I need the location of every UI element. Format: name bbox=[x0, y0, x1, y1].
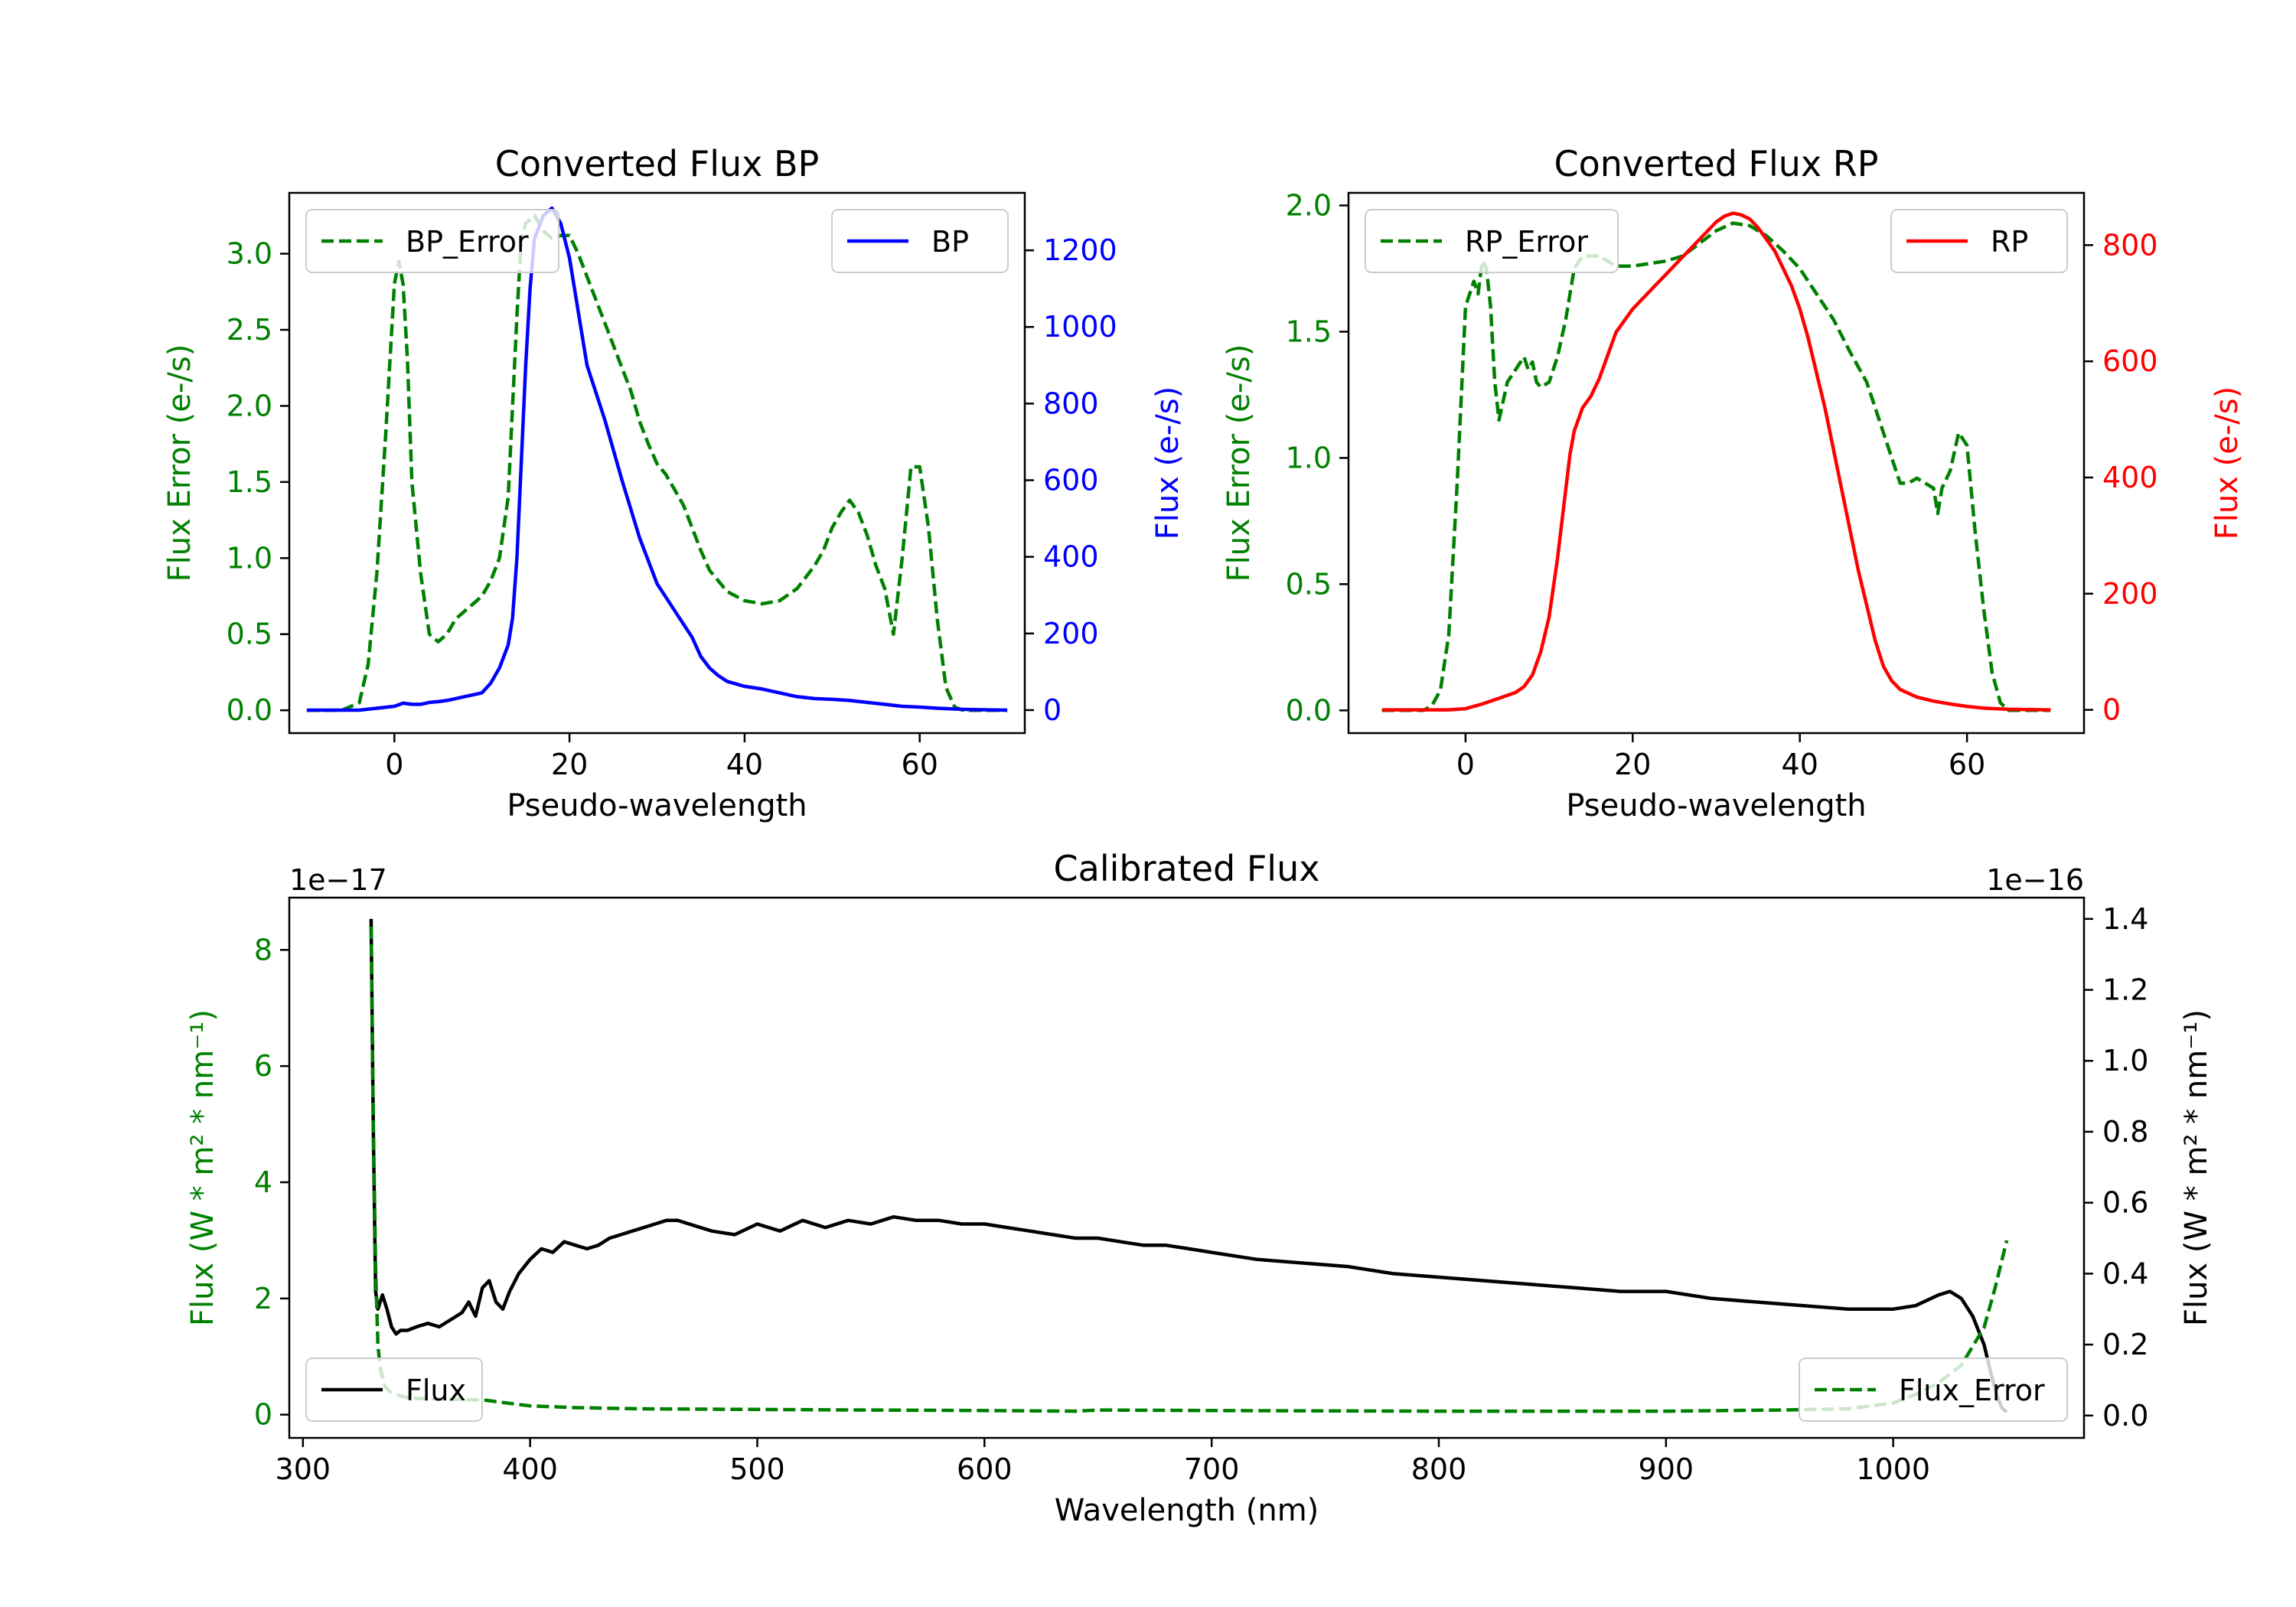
y-left-tick-label: 4 bbox=[254, 1165, 272, 1199]
y-right-tick-label: 400 bbox=[1043, 540, 1099, 574]
y-left-tick-label: 0.5 bbox=[1286, 567, 1332, 601]
series-line-bp bbox=[306, 206, 1008, 712]
x-tick-label: 500 bbox=[729, 1452, 785, 1486]
legend-left: BP_Error bbox=[305, 209, 559, 273]
y-right-tick-label: 0 bbox=[2102, 693, 2121, 727]
y-right-axis-label: Flux (e-/s) bbox=[1150, 386, 1186, 539]
series-line-bp-error bbox=[306, 214, 1008, 712]
x-tick-label: 60 bbox=[1949, 748, 1985, 781]
chart-title: Converted Flux BP bbox=[495, 143, 820, 184]
y-left-tick-label: 0.0 bbox=[1286, 693, 1332, 727]
x-tick-label: 60 bbox=[902, 748, 938, 781]
y-left-tick-label: 2.0 bbox=[227, 389, 272, 422]
y-right-tick-label: 200 bbox=[1043, 617, 1099, 650]
y-left-tick-label: 2.5 bbox=[227, 313, 272, 347]
legend-left: RP_Error bbox=[1365, 209, 1619, 273]
x-tick-label: 40 bbox=[1782, 748, 1818, 781]
legend-left: Flux bbox=[305, 1358, 483, 1422]
y-right-tick-label: 200 bbox=[2102, 577, 2158, 611]
chart-title: Converted Flux RP bbox=[1554, 143, 1879, 184]
y-right-axis-label: Flux (e-/s) bbox=[2210, 386, 2245, 539]
legend-box bbox=[1365, 209, 1619, 273]
plot-frame bbox=[1347, 191, 2086, 735]
legend-box bbox=[1799, 1358, 2068, 1422]
series-line-rp bbox=[1381, 211, 2051, 712]
y-right-tick-label: 1.4 bbox=[2102, 902, 2148, 936]
y-left-axis-label: Flux Error (e-/s) bbox=[1221, 344, 1257, 582]
series-line-flux-error bbox=[369, 926, 2009, 1413]
x-axis-label: Wavelength (nm) bbox=[1055, 1493, 1319, 1528]
y-right-tick-label: 400 bbox=[2102, 461, 2158, 494]
legend-label: Flux_Error bbox=[1899, 1374, 2045, 1407]
series-line-flux bbox=[369, 918, 2008, 1413]
y-right-tick-label: 800 bbox=[1043, 386, 1099, 420]
y-left-tick-label: 1.5 bbox=[227, 465, 272, 499]
y-right-tick-label: 600 bbox=[2102, 344, 2158, 378]
y-left-tick-label: 1.0 bbox=[227, 541, 272, 575]
y-right-tick-label: 800 bbox=[2102, 228, 2158, 262]
y-left-tick-label: 1.5 bbox=[1286, 315, 1332, 348]
y-right-tick-label: 1.2 bbox=[2102, 973, 2148, 1007]
y-right-offset-label: 1e−16 bbox=[1986, 863, 2084, 897]
x-axis-label: Pseudo-wavelength bbox=[1566, 788, 1866, 823]
x-tick-label: 40 bbox=[726, 748, 763, 781]
y-left-tick-label: 0.0 bbox=[227, 693, 272, 727]
x-tick-label: 700 bbox=[1184, 1452, 1240, 1486]
x-tick-label: 0 bbox=[1456, 748, 1475, 781]
y-left-tick-label: 6 bbox=[254, 1049, 272, 1083]
x-tick-label: 1000 bbox=[1856, 1452, 1930, 1486]
plot-frame bbox=[288, 191, 1026, 735]
series-line-rp-error bbox=[1381, 221, 2051, 712]
x-tick-label: 900 bbox=[1639, 1452, 1694, 1486]
y-right-tick-label: 0.2 bbox=[2102, 1328, 2148, 1361]
legend-right: Flux_Error bbox=[1799, 1358, 2068, 1422]
legend-label: Flux bbox=[406, 1374, 466, 1407]
y-left-tick-label: 1.0 bbox=[1286, 441, 1332, 474]
y-right-tick-label: 0.0 bbox=[2102, 1399, 2148, 1433]
y-left-tick-label: 0.5 bbox=[227, 618, 272, 651]
y-right-tick-label: 0.8 bbox=[2102, 1115, 2148, 1149]
x-axis-label: Pseudo-wavelength bbox=[507, 788, 807, 823]
x-tick-label: 300 bbox=[276, 1452, 331, 1486]
legend-label: RP_Error bbox=[1465, 225, 1588, 259]
y-right-tick-label: 0 bbox=[1043, 693, 1062, 727]
y-right-tick-label: 1.0 bbox=[2102, 1044, 2148, 1077]
y-left-tick-label: 2 bbox=[254, 1282, 272, 1315]
y-left-offset-label: 1e−17 bbox=[289, 863, 387, 897]
y-left-axis-label: Flux (W * m² * nm⁻¹) bbox=[185, 1009, 220, 1326]
x-tick-label: 0 bbox=[385, 748, 403, 781]
y-right-tick-label: 0.4 bbox=[2102, 1257, 2148, 1290]
y-left-tick-label: 0 bbox=[254, 1398, 272, 1432]
y-left-tick-label: 8 bbox=[254, 933, 272, 966]
y-right-tick-label: 1200 bbox=[1043, 233, 1117, 267]
y-left-axis-label: Flux Error (e-/s) bbox=[162, 344, 197, 582]
x-tick-label: 600 bbox=[957, 1452, 1013, 1486]
y-left-tick-label: 3.0 bbox=[227, 237, 272, 271]
legend-box bbox=[1890, 209, 2068, 273]
legend-label: BP_Error bbox=[406, 225, 529, 259]
plot-frame bbox=[288, 896, 2086, 1439]
legend-right: BP bbox=[831, 209, 1009, 273]
legend-label: RP bbox=[1991, 225, 2028, 259]
chart-title: Calibrated Flux bbox=[1054, 848, 1320, 889]
y-right-axis-label: Flux (W * m² * nm⁻¹) bbox=[2179, 1009, 2214, 1326]
legend-right: RP bbox=[1890, 209, 2068, 273]
legend-box bbox=[831, 209, 1009, 273]
legend-label: BP bbox=[931, 225, 969, 259]
x-tick-label: 20 bbox=[551, 748, 588, 781]
legend-box bbox=[305, 1358, 483, 1422]
y-left-tick-label: 2.0 bbox=[1286, 188, 1332, 222]
legend-box bbox=[305, 209, 559, 273]
y-right-tick-label: 1000 bbox=[1043, 310, 1117, 344]
x-tick-label: 800 bbox=[1411, 1452, 1467, 1486]
y-right-tick-label: 600 bbox=[1043, 464, 1099, 497]
y-right-tick-label: 0.6 bbox=[2102, 1186, 2148, 1220]
x-tick-label: 20 bbox=[1614, 748, 1651, 781]
x-tick-label: 400 bbox=[502, 1452, 558, 1486]
